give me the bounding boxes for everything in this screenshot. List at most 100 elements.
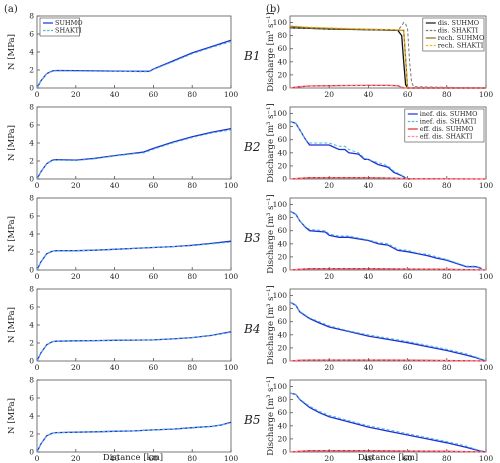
- panel-a-b5-ytick-label: 8: [29, 376, 34, 385]
- panel-a-b3-xtick-label: 40: [110, 272, 120, 281]
- panel-a-b3-xtick-label: 60: [149, 272, 159, 281]
- panel-b-b2-ylabel: Discharge [m³ s⁻¹]: [266, 103, 276, 183]
- panel-b-b2-legend-entry: inef. dis. SUHMO: [420, 110, 478, 118]
- panel-a-b5-xtick-label: 0: [35, 454, 40, 463]
- panel-b-b1-ytick-label: 100: [273, 18, 288, 27]
- panel-a-b1-xtick-label: 20: [71, 90, 81, 99]
- panel-b-b4-ytick-label: 20: [277, 343, 287, 352]
- panel-a-b2-ytick-label: 6: [29, 121, 34, 130]
- panel-b-b1-ylabel: Discharge [m³ s⁻¹]: [266, 12, 276, 92]
- panel-b-b1-series-rech-suhmo: [289, 25, 486, 89]
- panel-a-b4-xtick-label: 0: [35, 363, 40, 372]
- panel-b-b1-xtick-label: 20: [324, 90, 334, 99]
- panel-a-b2-xtick-label: 80: [187, 181, 197, 190]
- panel-b-b5-ytick-label: 80: [277, 395, 287, 404]
- panel-b-b5-series-eff-dis-shakti: [289, 450, 487, 453]
- panel-a-b4-xtick-label: 100: [224, 363, 239, 372]
- panel-a-b1-series-suhmo: [36, 39, 232, 89]
- panel-b-b4-ytick-label: 0: [282, 357, 287, 366]
- panel-b-b2-legend-entry: eff. dis. SHAKTI: [420, 133, 473, 141]
- panel-a-b1-legend-entry: SHAKTI: [55, 27, 82, 35]
- panel-b-b4-series-inef-dis-shakti: [289, 301, 487, 362]
- panel-a-b2-ytick-label: 8: [29, 103, 34, 112]
- panel-a-b4-ylabel: N [MPa]: [7, 307, 17, 343]
- panel-b-b1-frame: [289, 15, 487, 89]
- panel-b-b5-ytick-label: 40: [277, 421, 287, 430]
- x-axis-label-left: Distance [km]: [103, 453, 163, 463]
- panel-a-b3-ytick-label: 0: [29, 266, 34, 275]
- panel-a-b3-series-suhmo: [36, 240, 232, 271]
- panel-a-b5-frame: [36, 379, 232, 453]
- panel-a-b4-ytick-label: 8: [29, 285, 34, 294]
- panel-b-b3-xtick-label: 40: [364, 272, 374, 281]
- panel-b-b1-ytick-label: 20: [277, 70, 287, 79]
- panel-b-b2-xtick-label: 100: [479, 181, 494, 190]
- panel-b-b2-xtick-label: 80: [442, 181, 452, 190]
- panel-a-b1-ytick-label: 6: [29, 30, 34, 39]
- panel-a-b2-xtick-label: 0: [35, 181, 40, 190]
- panel-a-b1-ytick-label: 8: [29, 12, 34, 21]
- panel-a-b5-ytick-label: 2: [29, 430, 34, 439]
- panel-b-b3-xtick-label: 60: [403, 272, 413, 281]
- panel-a-b5-ytick-label: 4: [29, 412, 34, 421]
- panel-b-b3-ytick-label: 40: [277, 239, 287, 248]
- panel-a-b3-series-shakti: [36, 241, 232, 271]
- panel-a-b1-legend-entry: SUHMO: [55, 19, 83, 27]
- panel-a-b2-series-shakti: [36, 129, 232, 180]
- panel-a-b5-chart: 0 20 40 60 80 100 0 2 4 6 8 N [MPa]: [7, 376, 238, 463]
- panel-b-b1-series-rech-shakti: [289, 25, 486, 89]
- panel-label-b: (b): [266, 4, 280, 15]
- panel-a-b3-chart: 0 20 40 60 80 100 0 2 4 6 8 N [MPa]: [7, 194, 238, 282]
- panel-b-b2-ytick-label: 40: [277, 148, 287, 157]
- panel-a-b5-series-shakti: [36, 422, 232, 453]
- panel-a-b5-ylabel: N [MPa]: [7, 398, 17, 434]
- panel-b-b1-ytick-label: 0: [282, 84, 287, 93]
- panel-a-b3-ylabel: N [MPa]: [7, 216, 17, 252]
- panel-b-b4-xtick-label: 60: [403, 363, 413, 372]
- panel-a-b2-xtick-label: 20: [71, 181, 81, 190]
- panel-b-b1-xtick-label: 100: [479, 90, 494, 99]
- panel-a-b5-xtick-label: 40: [110, 454, 120, 463]
- panel-b-b2-ytick-label: 100: [273, 109, 288, 118]
- panel-a-b4-ytick-label: 0: [29, 357, 34, 366]
- panel-b-b2-xtick-label: 40: [364, 181, 374, 190]
- panel-b-b2-xtick-label: 60: [403, 181, 413, 190]
- panel-b-b5-ytick-label: 20: [277, 434, 287, 443]
- panel-b-b3-ytick-label: 100: [273, 200, 288, 209]
- panel-a-b1-xtick-label: 80: [187, 90, 197, 99]
- panel-a-b3-ytick-label: 4: [29, 230, 34, 239]
- panel-b-b5-ytick-label: 100: [273, 382, 288, 391]
- panel-a-b3-ytick-label: 8: [29, 194, 34, 203]
- panel-b-b4-xtick-label: 40: [364, 363, 374, 372]
- row-label-b4: B4: [243, 322, 260, 336]
- panel-a-b2-ytick-label: 2: [29, 157, 34, 166]
- panel-b-b1-series-eff-suhmo: [289, 84, 486, 89]
- panel-a-b2-xtick-label: 60: [149, 181, 159, 190]
- panel-a-b2-frame: [36, 106, 232, 180]
- panel-a-b3-ytick-label: 6: [29, 212, 34, 221]
- panel-b-b3-ytick-label: 0: [282, 266, 287, 275]
- row-label-b5: B5: [243, 413, 260, 427]
- panel-a-b3-xtick-label: 100: [224, 272, 239, 281]
- panel-a-b5-ytick-label: 0: [29, 448, 34, 457]
- panel-a-b4-frame: [36, 288, 232, 362]
- panel-b-b2-series-eff-dis-shakti: [289, 177, 487, 180]
- panel-a-b1-ytick-label: 0: [29, 84, 34, 93]
- panel-a-b3-ytick-label: 2: [29, 248, 34, 257]
- panel-b-b5-ytick-label: 60: [277, 408, 287, 417]
- panel-b-b5-xtick-label: 60: [403, 454, 413, 463]
- panel-b-b5-xtick-label: 100: [479, 454, 494, 463]
- panel-b-b2-series-inef-dis-suhmo: [289, 120, 412, 180]
- panel-a-b5-xtick-label: 20: [71, 454, 81, 463]
- x-axis-label-right: Distance [km]: [358, 453, 418, 463]
- panel-b-b2-chart: 20 40 60 80 100 0 20 40 60 80 100 inef. dis. SUHMOi…: [243, 103, 493, 190]
- panel-a-b5-xtick-label: 100: [224, 454, 239, 463]
- panel-a-b1-series-shakti: [36, 41, 232, 89]
